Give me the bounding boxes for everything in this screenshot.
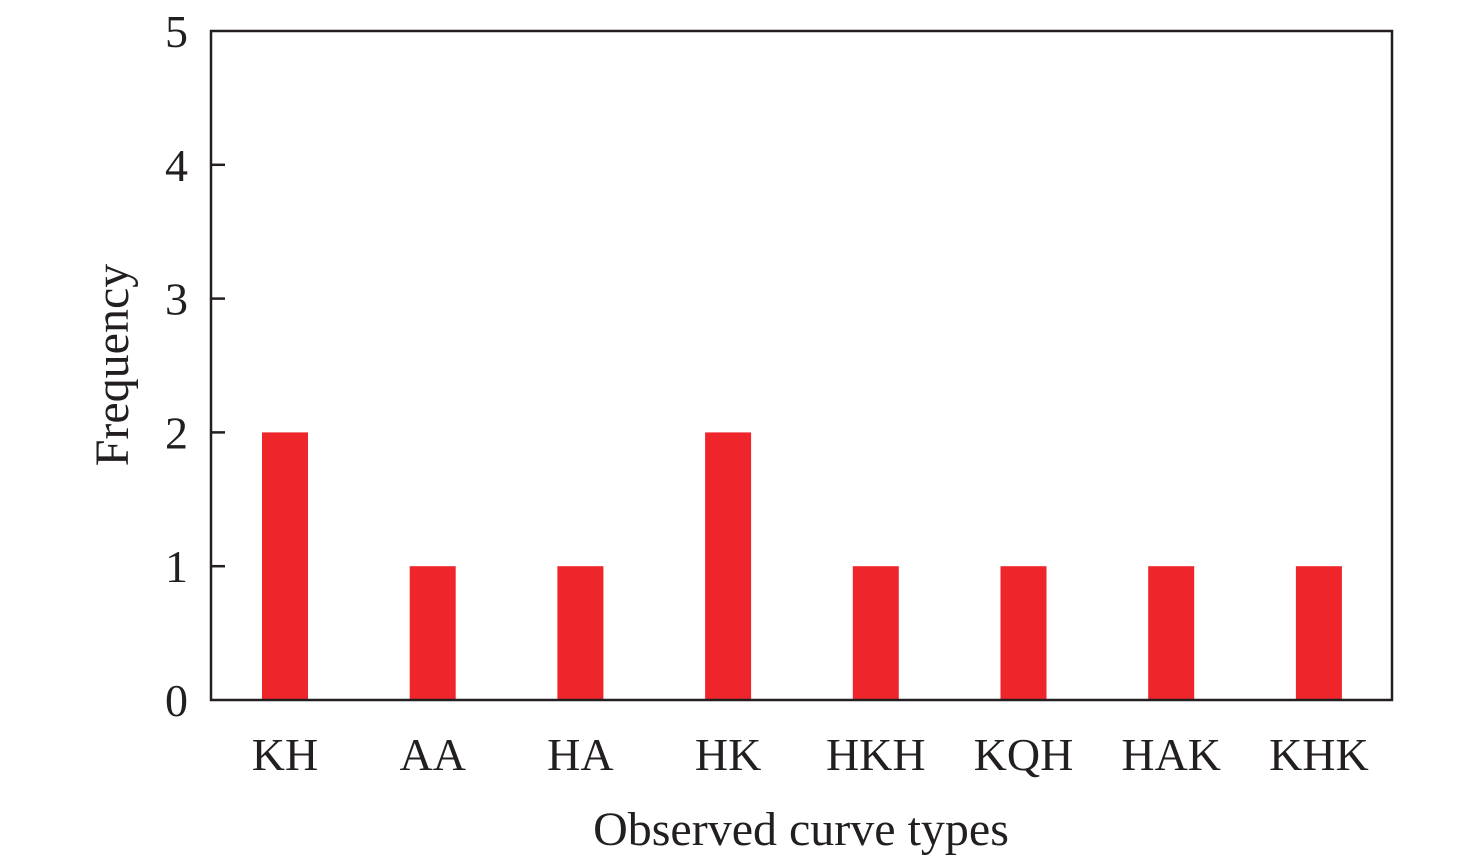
x-axis-label: Observed curve types xyxy=(593,803,1009,856)
x-tick-label-hkh: HKH xyxy=(826,729,926,780)
x-tick-label-khk: KHK xyxy=(1269,729,1369,780)
x-tick-label-ha: HA xyxy=(547,729,613,780)
y-tick-label-2: 2 xyxy=(165,407,188,458)
x-tick-label-aa: AA xyxy=(399,729,465,780)
bar-hk xyxy=(705,432,752,700)
y-tick-label-4: 4 xyxy=(165,140,188,191)
x-tick-label-hak: HAK xyxy=(1121,729,1221,780)
y-tick-label-5: 5 xyxy=(165,6,188,57)
y-axis: 0 1 2 3 4 5 xyxy=(165,6,225,726)
bar-hkh xyxy=(852,566,899,700)
y-tick-label-0: 0 xyxy=(165,675,188,726)
bar-khk xyxy=(1295,566,1342,700)
bar-aa xyxy=(409,566,456,700)
x-tick-label-kqh: KQH xyxy=(974,729,1074,780)
x-axis: KH AA HA HK HKH KQH HAK KHK xyxy=(252,729,1369,780)
x-tick-label-hk: HK xyxy=(695,729,761,780)
bar-hak xyxy=(1148,566,1195,700)
y-axis-label: Frequency xyxy=(86,264,139,467)
plot-frame xyxy=(209,29,1394,702)
y-tick-label-1: 1 xyxy=(165,541,188,592)
bar-kh xyxy=(262,432,308,700)
y-tick-label-3: 3 xyxy=(165,274,188,325)
bar-kqh xyxy=(1000,566,1047,700)
x-tick-label-kh: KH xyxy=(252,729,318,780)
bars-layer xyxy=(262,432,1342,700)
bar-ha xyxy=(557,566,604,700)
